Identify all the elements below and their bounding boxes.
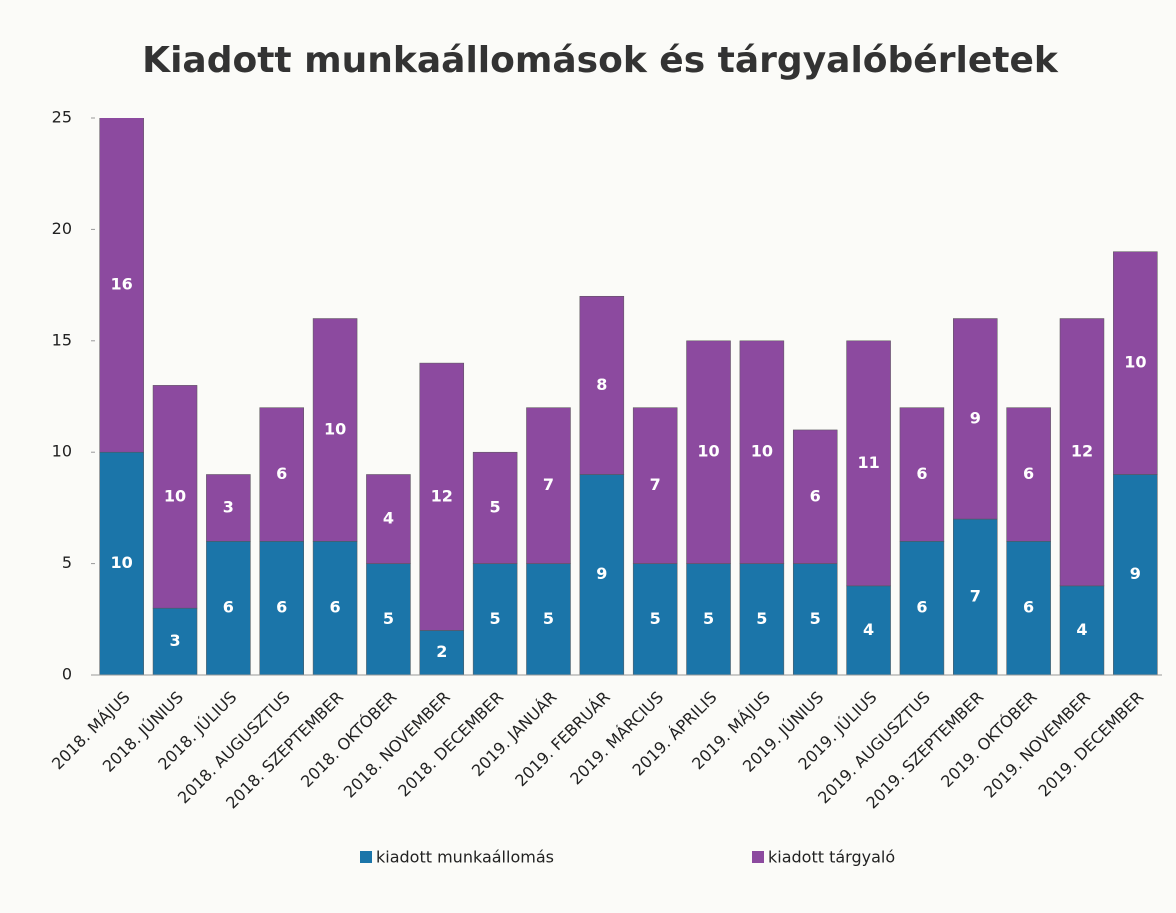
y-tick-label: 25	[52, 108, 72, 127]
data-label: 5	[543, 609, 554, 628]
data-label: 6	[276, 464, 287, 483]
bar-segment	[686, 340, 731, 564]
legend-label: kiadott munkaállomás	[376, 848, 554, 867]
bar-segment	[419, 362, 465, 631]
bar-segment	[846, 340, 891, 587]
x-tick-label: 2018. OKTÓBER	[297, 688, 400, 791]
bar-segment	[99, 451, 144, 675]
bar-segment	[152, 385, 198, 609]
bar-segment	[99, 118, 144, 453]
data-label: 5	[490, 609, 501, 628]
bar-segment	[206, 474, 251, 542]
data-label: 5	[383, 609, 394, 628]
bar-segment	[739, 563, 785, 675]
plot-area	[99, 118, 1158, 675]
data-label: 7	[650, 475, 661, 494]
chart-title: Kiadott munkaállomások és tárgyalóbérlet…	[142, 40, 1059, 81]
data-label: 7	[970, 587, 981, 606]
bar-segment	[739, 340, 785, 564]
bar-segment	[419, 630, 465, 675]
x-tick-label: 2019. OKTÓBER	[937, 688, 1040, 791]
bar-segment	[579, 474, 625, 675]
bar-segment	[259, 407, 304, 542]
data-label: 6	[810, 486, 821, 505]
data-label: 2	[436, 642, 447, 661]
data-label: 3	[223, 497, 234, 516]
data-label: 3	[169, 631, 180, 650]
bar-segment	[1113, 474, 1158, 675]
data-label: 10	[697, 442, 719, 461]
data-label: 4	[383, 509, 394, 528]
bar-segment	[632, 563, 678, 675]
data-label: 11	[857, 453, 879, 472]
data-label: 8	[596, 375, 607, 394]
y-tick-label: 5	[62, 553, 72, 572]
bar-segment	[1006, 541, 1051, 675]
data-label: 4	[1076, 620, 1087, 639]
bar-segment	[953, 318, 998, 520]
y-tick-label: 0	[62, 665, 72, 684]
data-label: 6	[916, 464, 927, 483]
bar-segment	[579, 295, 625, 475]
bar-segment	[206, 541, 251, 675]
bar-segment	[366, 563, 411, 675]
bar-segment	[899, 407, 945, 542]
x-tick-label: 2019. DECEMBER	[1034, 688, 1147, 801]
bar-segment	[366, 474, 411, 564]
data-label: 5	[810, 609, 821, 628]
data-label: 9	[970, 408, 981, 427]
data-label: 6	[223, 598, 234, 617]
data-label: 10	[164, 486, 186, 505]
bar-segment	[526, 407, 571, 564]
y-tick-label: 15	[52, 330, 72, 349]
x-tick-label: 2019. MÁRCIUS	[566, 688, 667, 789]
bar-segment	[526, 563, 571, 675]
data-label: 9	[1130, 564, 1141, 583]
bar-segment	[1113, 251, 1158, 475]
data-label: 6	[330, 598, 341, 617]
bar-segment	[472, 563, 518, 675]
y-tick-label: 20	[52, 219, 72, 238]
data-label: 6	[276, 598, 287, 617]
bar-segment	[686, 563, 731, 675]
data-label: 6	[1023, 598, 1034, 617]
bar-segment	[1059, 318, 1105, 587]
x-tick-label: 2019. FEBRUÁR	[511, 688, 614, 791]
legend-label: kiadott tárgyaló	[768, 848, 895, 867]
data-label: 10	[111, 553, 133, 572]
data-label: 12	[431, 486, 453, 505]
data-label: 5	[756, 609, 767, 628]
data-label: 5	[650, 609, 661, 628]
data-label: 10	[1124, 353, 1146, 372]
legend-swatch	[360, 851, 372, 863]
data-label: 5	[703, 609, 714, 628]
data-label: 6	[1023, 464, 1034, 483]
data-label: 12	[1071, 442, 1093, 461]
data-label: 9	[596, 564, 607, 583]
bar-segment	[472, 451, 518, 564]
data-label: 6	[916, 598, 927, 617]
legend-swatch	[752, 851, 764, 863]
data-label: 16	[111, 275, 133, 294]
data-label: 10	[751, 442, 773, 461]
bar-segment	[632, 407, 678, 564]
data-label: 4	[863, 620, 874, 639]
data-label: 10	[324, 419, 346, 438]
bar-segment	[792, 429, 838, 564]
data-label: 5	[490, 497, 501, 516]
bar-segment	[312, 541, 358, 675]
bar-segment	[312, 318, 358, 542]
bar-segment	[152, 607, 198, 675]
bar-segment	[953, 518, 998, 675]
bar-segment	[846, 585, 891, 675]
data-label: 7	[543, 475, 554, 494]
bar-segment	[899, 541, 945, 675]
y-tick-label: 10	[52, 442, 72, 461]
bar-segment	[792, 563, 838, 675]
bar-segment	[1006, 407, 1051, 542]
